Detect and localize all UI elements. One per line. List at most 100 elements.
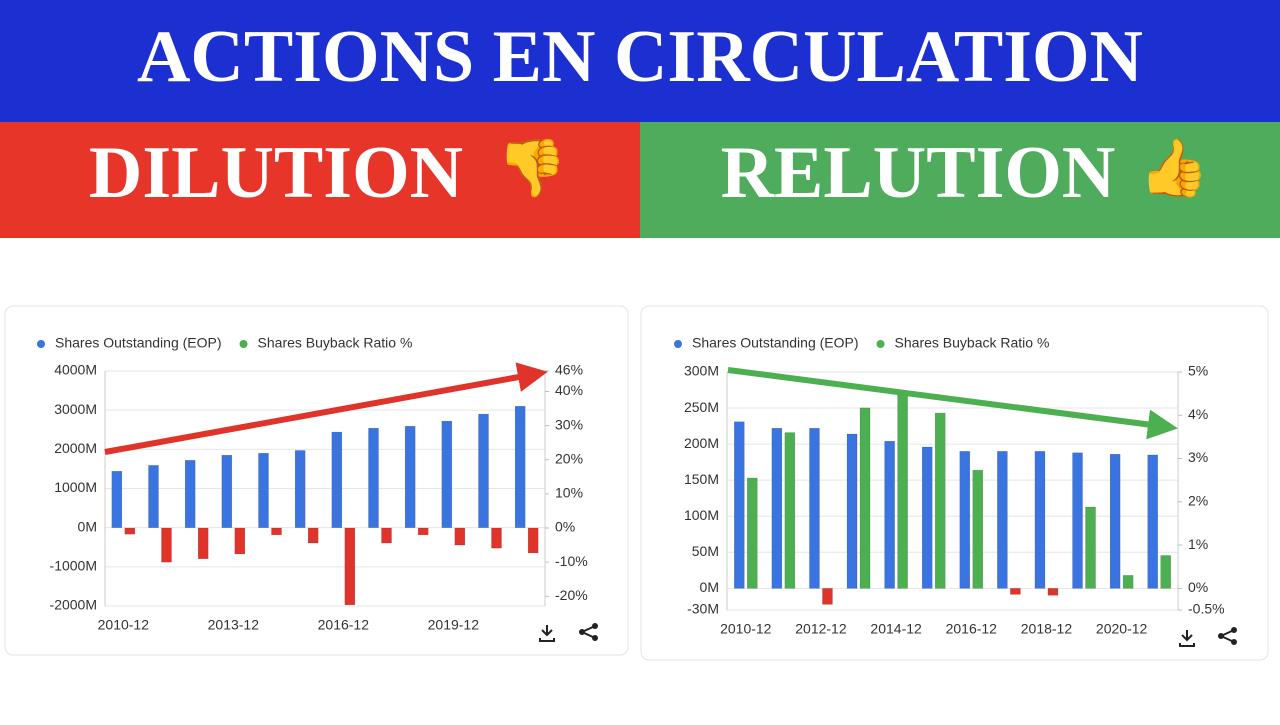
bar — [221, 454, 233, 528]
bar — [514, 406, 526, 528]
bar — [234, 527, 246, 555]
bar — [884, 440, 895, 589]
bar — [417, 527, 429, 536]
y-tick-label: 0M — [78, 518, 97, 534]
download-icon[interactable] — [539, 625, 555, 642]
y2-tick-label: 0% — [555, 519, 575, 535]
bar — [897, 394, 908, 589]
y2-tick-label: 20% — [555, 450, 583, 466]
y2-tick-label: 46% — [555, 362, 583, 378]
y-tick-label: 300M — [684, 363, 719, 379]
bar — [294, 450, 306, 528]
download-icon[interactable] — [1179, 630, 1195, 647]
x-tick-label: 2010-12 — [98, 617, 150, 633]
charts: -2000M -1000M 0M 1000M 2000M 3000M 4000M -20% -1… — [37, 335, 1225, 637]
bar — [478, 413, 489, 528]
bar — [271, 527, 282, 536]
bar — [344, 527, 356, 606]
x-tick-label: 2016-12 — [318, 617, 370, 633]
x-tick-label: 2018-12 — [1021, 621, 1073, 637]
bar — [1109, 453, 1121, 589]
bar — [1047, 588, 1059, 596]
bar — [934, 412, 946, 589]
y2-tick-label: 2% — [1188, 493, 1208, 509]
bar — [124, 527, 136, 535]
bar — [846, 433, 858, 589]
y2-tick-label: 5% — [1188, 363, 1208, 379]
bar — [368, 427, 379, 528]
y2-tick-label: -0.5% — [1188, 601, 1225, 617]
bar — [1010, 588, 1021, 595]
bar — [331, 431, 343, 528]
legend-marker — [239, 340, 248, 348]
relution-band — [640, 122, 1280, 238]
share-icon[interactable] — [1218, 627, 1237, 645]
y-tick-label: 4000M — [54, 362, 97, 378]
y-tick-label: 200M — [684, 435, 719, 451]
relution-label: RELUTION — [721, 132, 1116, 214]
bar — [527, 527, 539, 554]
x-tick-label: 2019-12 — [428, 617, 480, 633]
y2-tick-label: 1% — [1188, 536, 1208, 552]
dilution-label: DILUTION — [89, 132, 463, 214]
bar — [161, 527, 172, 563]
bar — [1122, 575, 1134, 589]
y-tick-label: -30M — [687, 601, 719, 617]
legend-label: Shares Buyback Ratio % — [895, 335, 1050, 351]
y-tick-label: 0M — [700, 579, 719, 595]
bar — [1160, 555, 1171, 589]
bar — [491, 527, 502, 549]
thumb-down: 👎 — [497, 136, 567, 201]
y-tick-label: 100M — [684, 507, 719, 523]
bar — [734, 421, 745, 589]
y-tick-label: 1000M — [54, 479, 97, 495]
panel-left — [4, 305, 629, 656]
bar — [148, 465, 159, 528]
share-icon[interactable] — [579, 623, 598, 641]
dilution-band — [0, 122, 640, 238]
y-tick-label: 3000M — [54, 401, 97, 417]
bar — [1147, 454, 1158, 589]
y-tick-label: -1000M — [50, 558, 97, 574]
bar — [747, 477, 758, 589]
y2-tick-label: 3% — [1188, 449, 1208, 465]
y-tick-label: 150M — [684, 471, 719, 487]
title-band — [0, 0, 1280, 122]
thumb-up: 👍 — [1139, 136, 1209, 201]
x-tick-label: 2020-12 — [1096, 621, 1148, 637]
bar — [404, 425, 416, 528]
bar — [111, 471, 123, 528]
y2-tick-label: 40% — [555, 382, 583, 398]
bar — [1085, 506, 1096, 589]
bar — [784, 432, 796, 589]
legend-marker — [876, 340, 885, 348]
y2-tick-label: 10% — [555, 485, 583, 501]
y-tick-label: -2000M — [50, 597, 97, 613]
bar — [921, 446, 933, 589]
legend-marker — [37, 340, 45, 348]
bar — [307, 527, 319, 544]
bar — [972, 469, 984, 589]
y2-tick-label: -20% — [555, 587, 588, 603]
bar — [1034, 451, 1046, 589]
legend-label: Shares Outstanding (EOP) — [692, 335, 859, 351]
y2-tick-label: 0% — [1188, 579, 1208, 595]
x-tick-label: 2016-12 — [946, 621, 998, 637]
y-tick-label: 250M — [684, 399, 719, 415]
bar — [197, 527, 209, 559]
bar — [1072, 452, 1083, 589]
bar — [258, 453, 269, 528]
y2-tick-label: 30% — [555, 416, 583, 432]
bar — [809, 428, 820, 589]
bar — [959, 451, 971, 589]
trend-arrow — [104, 362, 548, 455]
bar — [822, 588, 833, 605]
x-tick-label: 2014-12 — [870, 621, 922, 637]
bar — [441, 420, 453, 528]
bar — [859, 407, 871, 589]
y2-tick-label: -10% — [555, 553, 588, 569]
y2-tick-label: 4% — [1188, 406, 1208, 422]
bar — [381, 527, 392, 544]
